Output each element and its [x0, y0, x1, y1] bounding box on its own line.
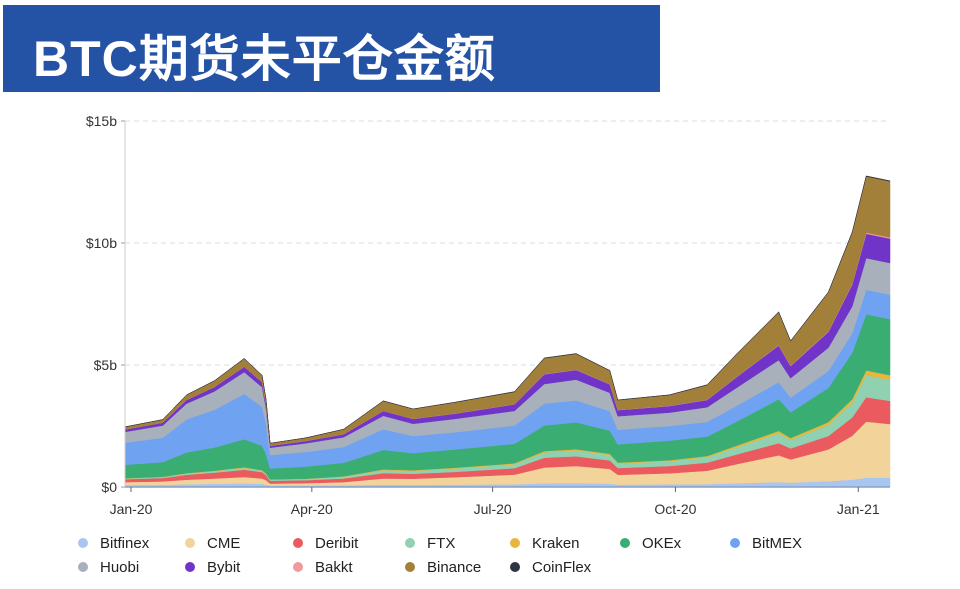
legend-label: Kraken [532, 535, 580, 552]
legend-dot-icon [185, 538, 195, 548]
legend-item-bakkt[interactable]: Bakkt [293, 559, 353, 576]
y-tick-label: $15b [86, 113, 117, 129]
legend-label: CoinFlex [532, 559, 592, 576]
legend-item-bitmex[interactable]: BitMEX [730, 535, 802, 552]
legend-dot-icon [510, 562, 520, 572]
legend-item-huobi[interactable]: Huobi [78, 559, 139, 576]
legend-item-bybit[interactable]: Bybit [185, 559, 241, 576]
legend-dot-icon [185, 562, 195, 572]
legend-dot-icon [620, 538, 630, 548]
legend-label: Bitfinex [100, 535, 150, 552]
legend-dot-icon [405, 538, 415, 548]
y-tick-label: $10b [86, 235, 117, 251]
title-banner: BTC期货未平仓金额 [3, 5, 660, 92]
legend-label: OKEx [642, 535, 682, 552]
legend-dot-icon [293, 562, 303, 572]
legend-item-kraken[interactable]: Kraken [510, 535, 580, 552]
legend-item-deribit[interactable]: Deribit [293, 535, 359, 552]
legend-dot-icon [78, 538, 88, 548]
legend-item-okex[interactable]: OKEx [620, 535, 682, 552]
legend-dot-icon [730, 538, 740, 548]
legend-label: Binance [427, 559, 481, 576]
x-tick-label: Jan-20 [110, 501, 153, 517]
legend-dot-icon [293, 538, 303, 548]
x-tick-label: Apr-20 [291, 501, 333, 517]
legend-dot-icon [405, 562, 415, 572]
x-tick-label: Jan-21 [837, 501, 880, 517]
x-tick-label: Oct-20 [654, 501, 696, 517]
legend-dot-icon [78, 562, 88, 572]
legend-label: Bakkt [315, 559, 353, 576]
legend-label: FTX [427, 535, 455, 552]
legend-label: Bybit [207, 559, 241, 576]
legend-item-coinflex[interactable]: CoinFlex [510, 559, 592, 576]
x-tick-label: Jul-20 [474, 501, 512, 517]
legend-dot-icon [510, 538, 520, 548]
legend-item-ftx[interactable]: FTX [405, 535, 455, 552]
legend-item-binance[interactable]: Binance [405, 559, 481, 576]
legend-label: Deribit [315, 535, 359, 552]
page-title: BTC期货未平仓金额 [33, 31, 496, 87]
legend-item-bitfinex[interactable]: Bitfinex [78, 535, 150, 552]
legend-label: BitMEX [752, 535, 802, 552]
legend-item-cme[interactable]: CME [185, 535, 240, 552]
y-tick-label: $0 [101, 479, 117, 495]
y-tick-label: $5b [94, 357, 118, 373]
legend-label: Huobi [100, 559, 139, 576]
area-coinflex [124, 175, 891, 444]
legend-label: CME [207, 535, 240, 552]
